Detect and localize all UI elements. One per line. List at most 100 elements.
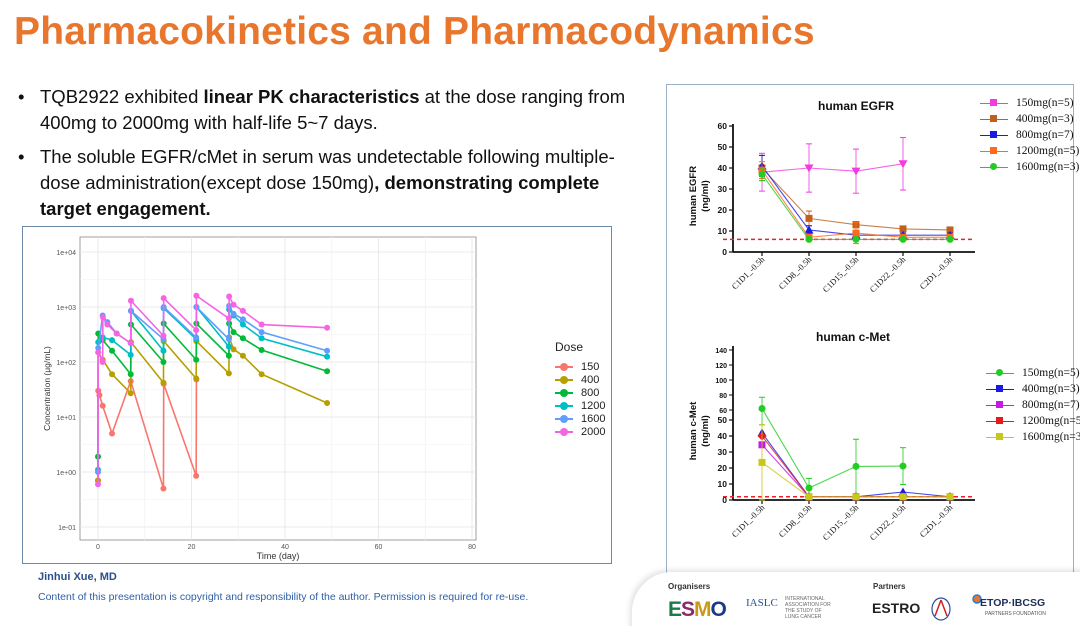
iaslc-logo-subtitle: INTERNATIONAL ASSOCIATION FOR THE STUDY …	[785, 596, 831, 620]
cmet-data-point	[758, 405, 766, 412]
pk-data-point-2000	[95, 481, 101, 488]
egfr-y-tick-label: 30	[718, 184, 728, 194]
pk-data-point-800	[109, 347, 116, 354]
cmet-data-point	[899, 493, 907, 501]
pk-chart-frame	[22, 226, 612, 564]
pk-data-point-400	[239, 352, 246, 359]
egfr-x-tick-label: C1D8_-0.5h	[776, 254, 813, 291]
egfr-series-line	[761, 163, 904, 173]
legend-marker-icon	[980, 97, 1008, 109]
cmet-y-axis-label: human c-Met	[688, 401, 699, 460]
egfr-y-axis-unit: (ng/ml)	[700, 180, 711, 212]
cmet-y-tick-label: 10	[718, 479, 728, 489]
egfr-legend: 150mg(n=5) 400mg(n=3) 800mg(n=7) 1200mg(n=5…	[980, 95, 1079, 175]
egfr-data-point	[804, 225, 814, 234]
cmet-legend-item: 1200mg(n=5)	[986, 413, 1080, 429]
egfr-legend-item: 800mg(n=7)	[980, 127, 1079, 143]
pk-y-tick-label: 1e-01	[58, 525, 76, 532]
cmet-legend-item: 150mg(n=5)	[986, 365, 1080, 381]
etop-emblem-icon	[972, 594, 982, 604]
pk-x-tick-label: 80	[468, 544, 476, 551]
pk-x-axis-label: Time (day)	[257, 551, 300, 561]
cmet-series-line	[761, 408, 904, 489]
pk-data-point-150	[96, 392, 103, 399]
legend-marker-icon	[986, 367, 1014, 379]
partner-emblem-icon	[931, 597, 951, 621]
cmet-legend-item: 800mg(n=7)	[986, 397, 1080, 413]
pk-data-point-150	[193, 472, 200, 479]
pk-data-point-150	[109, 430, 116, 437]
pk-y-tick-label: 1e+03	[56, 305, 76, 312]
legend-marker-icon	[980, 113, 1008, 125]
egfr-chart-title: human EGFR	[818, 99, 895, 113]
cmet-y-tick-label: 30	[718, 447, 728, 457]
cmet-x-tick-label: C1D22_-0.5h	[867, 502, 907, 542]
pk-data-point-1200	[127, 351, 134, 358]
legend-label: 1600mg(n=3)	[1016, 161, 1080, 173]
cmet-chart-title: human c-Met	[816, 330, 891, 344]
pk-data-point-1600	[225, 336, 232, 343]
pk-legend: Dose 150 400 800 1200 1600 2000	[555, 340, 605, 438]
pk-data-point-2000	[104, 321, 111, 328]
pk-series-line-400	[97, 337, 328, 481]
pk-data-point-1200	[109, 337, 116, 344]
legend-label: 400mg(n=3)	[1022, 383, 1080, 395]
pk-data-point-2000	[226, 293, 233, 300]
egfr-data-point	[946, 235, 954, 243]
partners-label: Partners	[873, 582, 906, 591]
egfr-x-tick-label: C1D22_-0.5h	[867, 254, 907, 294]
legend-swatch-icon	[555, 413, 573, 425]
legend-label: 400	[581, 373, 600, 386]
legend-marker-icon	[980, 145, 1008, 157]
egfr-data-point	[805, 235, 813, 243]
pk-data-point-800	[239, 335, 246, 342]
pk-data-point-800	[225, 352, 232, 359]
pk-data-point-1600	[193, 334, 200, 341]
legend-label: 2000	[581, 425, 606, 438]
cmet-y-tick-label-broken: 100	[715, 378, 727, 385]
author-name: Jinhui Xue, MD	[38, 571, 117, 583]
cmet-y-tick-label: 0	[722, 495, 727, 505]
egfr-y-tick-label: 20	[718, 205, 728, 215]
egfr-y-axis-label: human EGFR	[688, 166, 699, 226]
pk-y-axis-label: Concentration (μg/mL)	[42, 346, 52, 431]
pk-legend-item: 400	[555, 373, 605, 386]
cmet-y-tick-label-broken: 140	[715, 348, 727, 355]
legend-swatch-icon	[555, 374, 573, 386]
bullet-list: TQB2922 exhibited linear PK characterist…	[18, 84, 638, 230]
pk-legend-item: 1600	[555, 412, 605, 425]
cmet-data-point	[899, 462, 907, 470]
legend-marker-icon	[980, 129, 1008, 141]
pk-data-point-1200	[225, 343, 232, 350]
egfr-data-point	[805, 214, 813, 222]
legend-label: 800mg(n=7)	[1022, 399, 1080, 411]
bullet-text: The soluble EGFR/cMet in serum was undet…	[40, 146, 615, 193]
pk-legend-item: 800	[555, 386, 605, 399]
legend-label: 150mg(n=5)	[1016, 97, 1074, 109]
pk-data-point-800	[258, 347, 265, 354]
egfr-x-tick-label: C1D15_-0.5h	[820, 254, 860, 294]
pk-data-point-1600	[95, 344, 102, 351]
egfr-data-point	[852, 235, 860, 243]
pk-data-point-400	[225, 370, 232, 377]
legend-label: 150	[581, 360, 600, 373]
legend-label: 1200mg(n=5)	[1016, 145, 1080, 157]
pk-data-point-2000	[258, 321, 265, 328]
pk-data-point-400	[324, 399, 331, 406]
pk-data-point-400	[127, 390, 134, 397]
pk-data-point-1200	[258, 335, 265, 342]
cmet-x-tick-label: C1D1_-0.5h	[729, 502, 766, 539]
legend-label: 400mg(n=3)	[1016, 113, 1074, 125]
egfr-legend-item: 1200mg(n=5)	[980, 143, 1079, 159]
egfr-data-point	[852, 229, 860, 237]
pk-y-tick-label: 1e+02	[56, 360, 76, 367]
pk-legend-item: 150	[555, 360, 605, 373]
legend-swatch-icon	[555, 426, 573, 438]
cmet-legend: 150mg(n=5) 400mg(n=3) 800mg(n=7) 1200mg(n=5…	[986, 365, 1080, 445]
egfr-data-point	[898, 160, 908, 169]
pk-data-point-800	[324, 368, 331, 375]
cmet-y-tick-label: 50	[718, 415, 728, 425]
legend-label: 1600mg(n=3)	[1022, 431, 1080, 443]
cmet-data-point	[805, 493, 813, 501]
